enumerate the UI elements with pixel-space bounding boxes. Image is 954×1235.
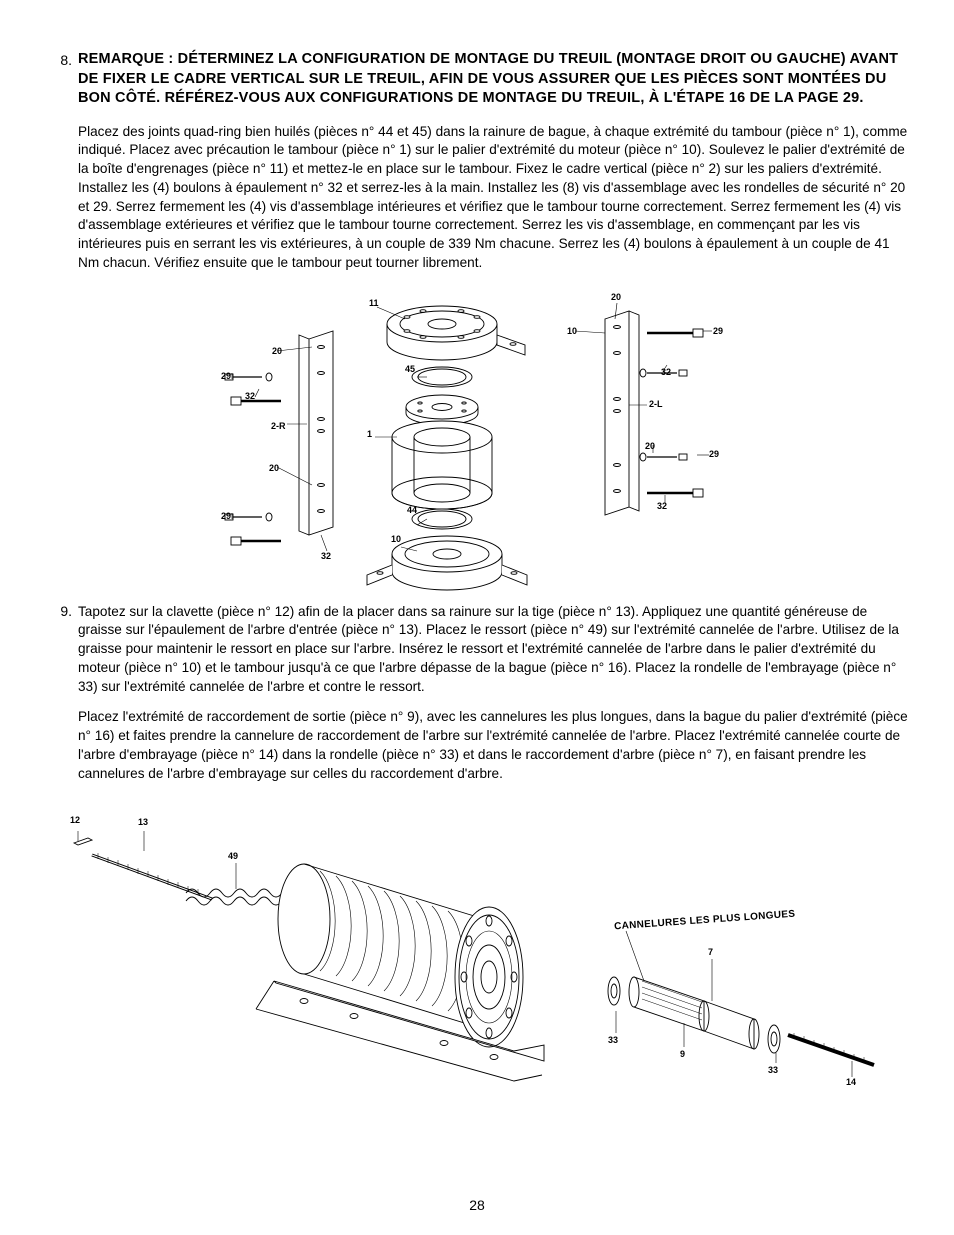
- figure-2-winch-assembly: 12 13 49 CANNELURES LES PLUS LONGUES 7 3…: [44, 801, 910, 1091]
- figure-1-exploded-view: 11 20 29 32 2-R 20 29 32 45 1 44 10 10 2…: [217, 289, 737, 591]
- fig1-label-32d: 32: [657, 501, 667, 511]
- list-item-8: 8. REMARQUE : DÉTERMINEZ LA CONFIGURATIO…: [44, 50, 910, 109]
- fig1-label-32b: 32: [321, 551, 331, 561]
- fig2-label-9: 9: [680, 1049, 685, 1059]
- fig1-label-44: 44: [407, 505, 417, 515]
- fig2-label-7: 7: [708, 947, 713, 957]
- fig1-label-2l: 2-L: [649, 399, 663, 409]
- fig1-label-10a: 10: [567, 326, 577, 336]
- item-8-heading: REMARQUE : DÉTERMINEZ LA CONFIGURATION D…: [78, 50, 910, 109]
- page-number: 28: [0, 1197, 954, 1213]
- list-item-9: 9. Tapotez sur la clavette (pièce n° 12)…: [44, 603, 910, 697]
- item-9-body: Tapotez sur la clavette (pièce n° 12) af…: [78, 603, 910, 697]
- fig1-label-10b: 10: [391, 534, 401, 544]
- item-number-9: 9.: [44, 603, 78, 619]
- fig2-label-13: 13: [138, 817, 148, 827]
- item-number-8: 8.: [44, 50, 78, 68]
- fig2-label-49: 49: [228, 851, 238, 861]
- fig1-label-45: 45: [405, 364, 415, 374]
- fig1-label-20b: 20: [269, 463, 279, 473]
- fig1-label-29b: 29: [221, 511, 231, 521]
- fig1-label-11: 11: [369, 298, 379, 308]
- fig1-label-20d: 20: [645, 441, 655, 451]
- fig1-label-29a: 29: [221, 371, 231, 381]
- fig1-label-32a: 32: [245, 391, 255, 401]
- fig1-label-29d: 29: [709, 449, 719, 459]
- item-9-body-2: Placez l'extrémité de raccordement de so…: [78, 708, 910, 783]
- page: 8. REMARQUE : DÉTERMINEZ LA CONFIGURATIO…: [0, 0, 954, 1235]
- fig1-label-29c: 29: [713, 326, 723, 336]
- fig1-label-1: 1: [367, 429, 372, 439]
- fig2-label-14: 14: [846, 1077, 856, 1087]
- fig1-label-2r: 2-R: [271, 421, 286, 431]
- fig2-label-12: 12: [70, 815, 80, 825]
- fig2-label-33a: 33: [608, 1035, 618, 1045]
- item-8-body: Placez des joints quad-ring bien huilés …: [78, 123, 910, 273]
- fig1-label-20a: 20: [272, 346, 282, 356]
- fig2-label-33b: 33: [768, 1065, 778, 1075]
- fig1-label-32c: 32: [661, 367, 671, 377]
- fig1-label-20c: 20: [611, 292, 621, 302]
